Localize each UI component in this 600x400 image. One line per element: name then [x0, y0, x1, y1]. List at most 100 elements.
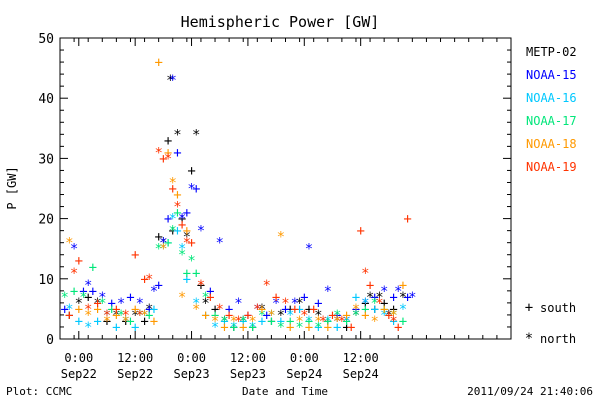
data-point-noaa-15: + [89, 284, 97, 300]
data-point-noaa-17: * [220, 314, 228, 330]
data-point-noaa-17: * [371, 296, 379, 312]
data-point-noaa-17: * [295, 320, 303, 336]
data-point-noaa-15: + [333, 308, 341, 324]
data-point-metp-02: + [154, 230, 162, 246]
data-point-noaa-16: + [93, 314, 101, 330]
data-point-noaa-16: + [131, 320, 139, 336]
data-point-noaa-18: * [211, 314, 219, 330]
data-point-metp-02: * [159, 236, 167, 252]
data-point-noaa-15: + [262, 308, 270, 324]
data-point-noaa-16: * [399, 302, 407, 318]
data-point-noaa-15: + [192, 182, 200, 198]
data-point-noaa-16: + [164, 236, 172, 252]
data-point-noaa-16: * [103, 308, 111, 324]
data-point-noaa-16: * [361, 296, 369, 312]
data-point-noaa-15: * [187, 182, 195, 198]
data-point-noaa-18: + [361, 308, 369, 324]
legend-entry: NOAA-18 [526, 137, 577, 151]
data-point-noaa-18: * [192, 302, 200, 318]
data-point-noaa-15: * [84, 278, 92, 294]
data-point-noaa-15: * [178, 212, 186, 228]
data-point-noaa-16: * [380, 308, 388, 324]
data-point-noaa-19: + [225, 308, 233, 324]
data-point-noaa-19: + [65, 308, 73, 324]
data-point-metp-02: * [173, 127, 181, 143]
data-point-metp-02: * [183, 230, 191, 246]
data-point-noaa-19: * [122, 308, 130, 324]
data-point-noaa-19: * [70, 266, 78, 282]
data-point-noaa-17: + [145, 308, 153, 324]
data-point-noaa-17: + [305, 314, 313, 330]
data-point-metp-02: * [220, 314, 228, 330]
data-point-metp-02: * [385, 308, 393, 324]
data-point-noaa-19: * [253, 302, 261, 318]
y-tick-label: 50 [38, 32, 54, 47]
data-point-metp-02: + [178, 212, 186, 228]
data-point-noaa-18: * [65, 236, 73, 252]
legend: METP-02 NOAA-15 NOAA-16 NOAA-17 NOAA-18 NOAA-… [525, 45, 577, 347]
data-point-metp-02: + [169, 224, 177, 240]
data-point-noaa-15: + [183, 206, 191, 222]
data-point-noaa-19: + [366, 278, 374, 294]
data-point-metp-02: + [248, 320, 256, 336]
legend-entry: NOAA-19 [526, 160, 577, 174]
data-point-noaa-19: + [131, 248, 139, 264]
data-point-noaa-18: + [324, 320, 332, 336]
data-point-noaa-19: * [173, 200, 181, 216]
data-point-metp-02: + [389, 302, 397, 318]
data-point-noaa-17: + [173, 206, 181, 222]
data-point-metp-02: * [112, 308, 120, 324]
data-point-noaa-16: + [389, 314, 397, 330]
data-point-noaa-16: + [314, 320, 322, 336]
data-point-noaa-17: * [117, 308, 125, 324]
data-point-noaa-19: + [347, 320, 355, 336]
axes: 0 10 20 30 40 50 0:00 Sep22 12:00 Sep22 0:00 Sep23 1… [38, 32, 512, 381]
x-tick-time-label: 12:00 [117, 351, 153, 365]
data-point-noaa-19: * [361, 266, 369, 282]
data-point-noaa-18: + [173, 188, 181, 204]
data-point-metp-02: + [84, 290, 92, 306]
data-point-metp-02: * [366, 290, 374, 306]
data-point-noaa-19: * [389, 314, 397, 330]
data-point-noaa-17: * [201, 290, 209, 306]
data-point-noaa-19: + [385, 308, 393, 324]
y-tick-label: 40 [38, 92, 54, 107]
data-point-noaa-17: * [60, 290, 68, 306]
data-point-noaa-16: * [169, 212, 177, 228]
data-point-noaa-17: + [211, 308, 219, 324]
x-tick-time-label: 12:00 [343, 351, 379, 365]
data-point-noaa-18: + [342, 308, 350, 324]
marker-legend-label: south [540, 301, 576, 315]
data-point-noaa-15: * [342, 314, 350, 330]
data-point-noaa-17: + [89, 260, 97, 276]
x-tick-date-label: Sep22 [117, 367, 153, 381]
plot-credit: Plot: CCMC [6, 385, 72, 398]
data-point-noaa-16: + [112, 320, 120, 336]
data-point-noaa-19: + [140, 272, 148, 288]
data-point-noaa-19: * [375, 296, 383, 312]
data-point-metp-02: * [352, 308, 360, 324]
data-point-noaa-18: * [277, 230, 285, 246]
data-point-metp-02: + [286, 302, 294, 318]
data-point-noaa-15: + [314, 296, 322, 312]
y-tick-label: 10 [38, 273, 54, 288]
data-point-noaa-16: * [286, 308, 294, 324]
data-point-noaa-16: * [65, 302, 73, 318]
data-point-noaa-18: * [84, 308, 92, 324]
data-point-noaa-17: + [192, 266, 200, 282]
data-point-noaa-17: + [324, 314, 332, 330]
data-point-noaa-16: * [230, 320, 238, 336]
data-point-noaa-18: + [201, 308, 209, 324]
data-point-noaa-16: * [267, 308, 275, 324]
data-point-noaa-18: * [333, 314, 341, 330]
data-point-noaa-19: + [178, 218, 186, 234]
data-point-metp-02: * [192, 127, 200, 143]
data-point-noaa-17: + [342, 314, 350, 330]
x-tick-date-label: Sep24 [286, 367, 322, 381]
data-point-noaa-19: * [281, 296, 289, 312]
data-point-noaa-15: + [206, 284, 214, 300]
data-point-noaa-18: + [380, 302, 388, 318]
data-point-metp-02: * [375, 290, 383, 306]
data-point-noaa-15: * [136, 296, 144, 312]
